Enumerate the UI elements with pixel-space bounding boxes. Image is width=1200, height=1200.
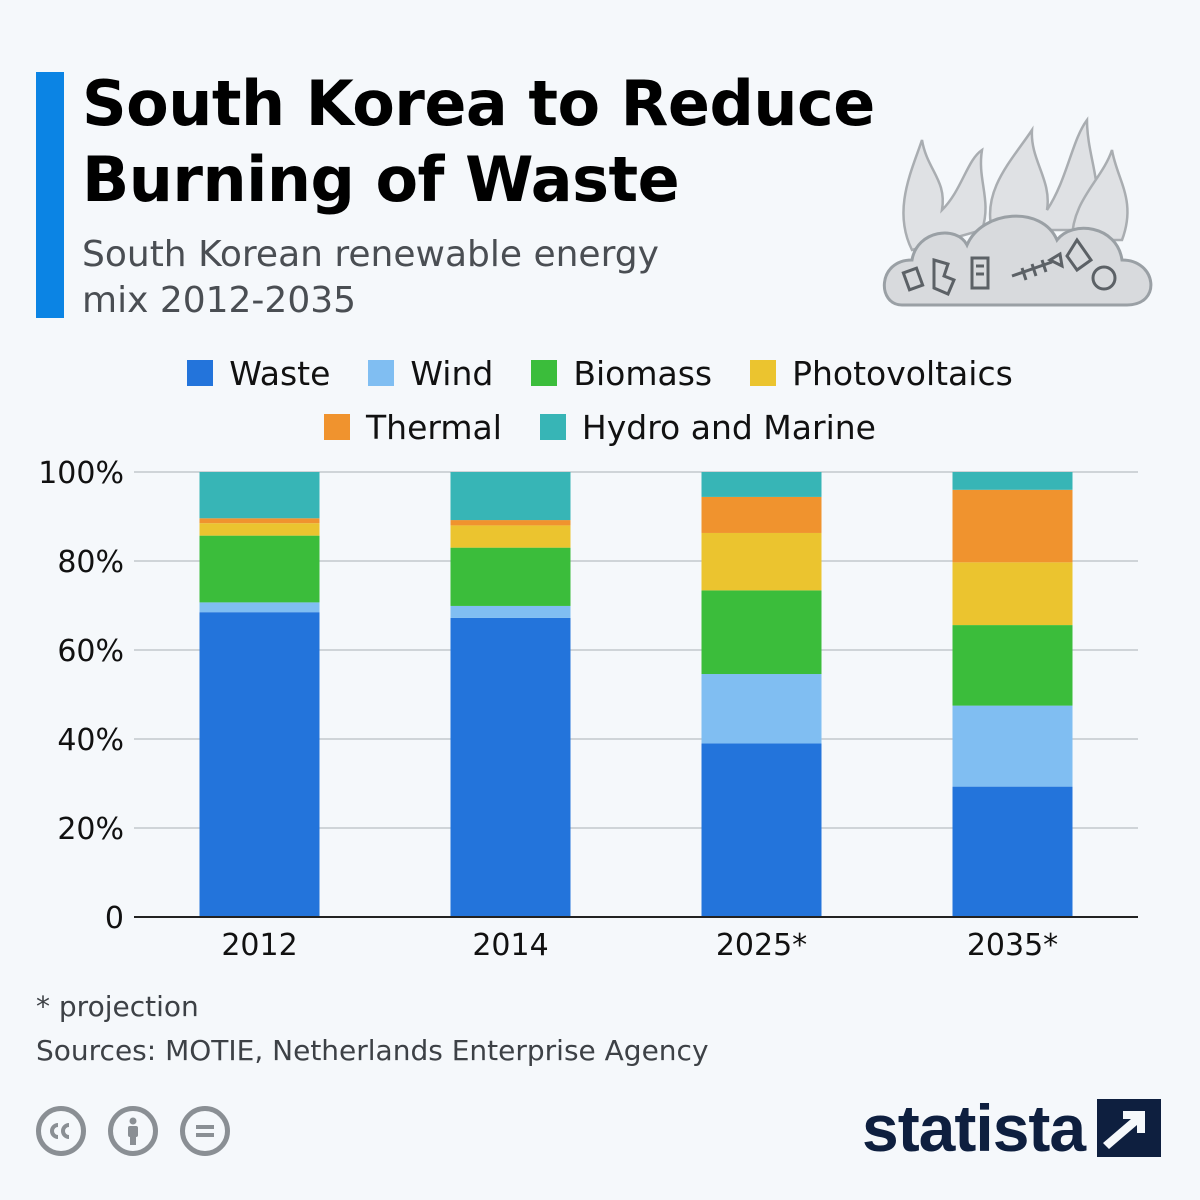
y-tick-label: 20% xyxy=(57,812,124,847)
legend-label-hydro-and-marine: Hydro and Marine xyxy=(581,407,876,447)
x-tick-label: 2014 xyxy=(472,928,548,963)
y-tick-label: 0 xyxy=(105,901,124,936)
x-tick-label: 2012 xyxy=(221,928,297,963)
y-tick-label: 40% xyxy=(57,723,124,758)
legend-swatch-waste xyxy=(187,360,214,386)
bar-segment-thermal xyxy=(952,489,1073,563)
legend-swatch-hydro-and-marine xyxy=(539,414,566,440)
bar-segment-hydro-and-marine xyxy=(450,472,571,521)
legend-swatch-photovoltaics xyxy=(750,360,777,386)
legend-label-thermal: Thermal xyxy=(366,407,502,447)
y-tick-label: 80% xyxy=(57,545,124,580)
y-tick-label: 60% xyxy=(57,634,124,669)
chart-legend: Waste Wind Biomass Photovoltaics Thermal… xyxy=(0,346,1200,454)
legend-swatch-biomass xyxy=(531,360,558,386)
legend-item-photovoltaics: Photovoltaics xyxy=(750,354,1013,393)
bar-segment-photovoltaics xyxy=(450,525,571,548)
bar-segment-wind xyxy=(701,674,822,744)
page-title: South Korea to Reduce Burning of Waste xyxy=(82,67,875,216)
x-tick-label: 2035* xyxy=(967,928,1058,963)
bar-segment-hydro-and-marine xyxy=(952,472,1073,490)
brand-logo[interactable]: statista xyxy=(862,1090,1162,1166)
legend-item-wind: Wind xyxy=(368,354,493,393)
bar-segment-thermal xyxy=(199,518,320,524)
by-icon[interactable] xyxy=(108,1106,158,1156)
sources: Sources: MOTIE, Netherlands Enterprise A… xyxy=(36,1034,709,1067)
bar-segment-biomass xyxy=(199,535,320,603)
bar-segment-waste xyxy=(199,612,320,917)
bar-segment-biomass xyxy=(952,625,1073,706)
bar-segment-photovoltaics xyxy=(952,562,1073,626)
bar-segment-waste xyxy=(952,786,1073,917)
bar-segment-thermal xyxy=(450,520,571,526)
legend-label-waste: Waste xyxy=(229,353,331,393)
legend-item-thermal: Thermal xyxy=(324,408,502,447)
bar-segment-thermal xyxy=(701,496,822,533)
bar-segment-wind xyxy=(199,602,320,613)
bar-segment-waste xyxy=(450,617,571,917)
cc-icon[interactable] xyxy=(36,1106,86,1156)
page-subtitle: South Korean renewable energy mix 2012-2… xyxy=(82,234,659,321)
x-tick-label: 2025* xyxy=(716,928,807,963)
bar-segment-photovoltaics xyxy=(199,523,320,536)
bar-segment-photovoltaics xyxy=(701,532,822,591)
statista-logo-icon xyxy=(1097,1099,1162,1157)
bar-segment-hydro-and-marine xyxy=(701,472,822,497)
legend-item-hydro-and-marine: Hydro and Marine xyxy=(539,407,876,447)
bar-segment-waste xyxy=(701,743,822,917)
bar-segment-wind xyxy=(450,605,571,618)
brand-name: statista xyxy=(862,1091,1086,1165)
legend-label-wind: Wind xyxy=(410,353,494,393)
bar-segment-wind xyxy=(952,705,1073,787)
bar-segment-biomass xyxy=(450,547,571,606)
legend-swatch-thermal xyxy=(324,414,351,440)
legend-item-waste: Waste xyxy=(187,354,330,393)
legend-swatch-wind xyxy=(368,360,395,386)
y-tick-label: 100% xyxy=(38,456,124,491)
footnote: * projection xyxy=(36,990,199,1023)
legend-label-biomass: Biomass xyxy=(573,353,713,393)
license-icons xyxy=(36,1106,252,1156)
stacked-bar-chart: 0 20% 40% 60% 80% 100% 2012 2014 2025* 2035* xyxy=(38,456,1138,963)
legend-item-biomass: Biomass xyxy=(531,354,712,393)
accent-bar xyxy=(36,72,64,318)
bar-segment-hydro-and-marine xyxy=(199,472,320,519)
legend-label-photovoltaics: Photovoltaics xyxy=(792,353,1013,393)
burning-waste-cloud-icon xyxy=(882,116,1153,307)
nd-icon[interactable] xyxy=(180,1106,230,1156)
bar-segment-biomass xyxy=(701,590,822,675)
